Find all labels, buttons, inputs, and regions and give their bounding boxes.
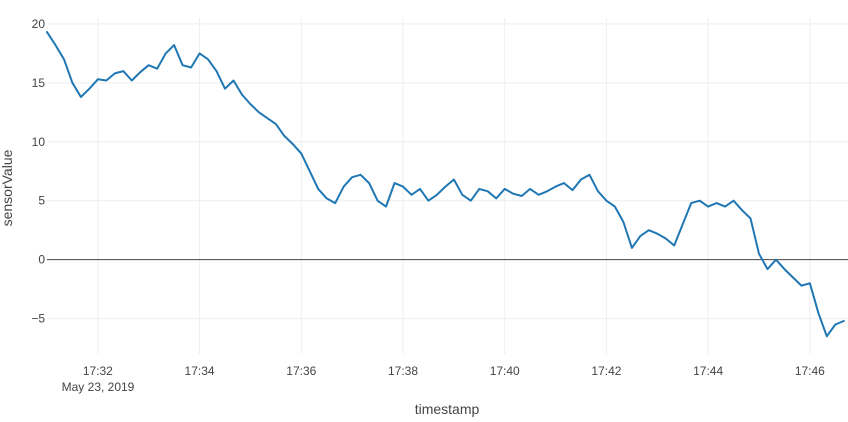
x-tick-label: 17:36 [286,364,316,378]
y-axis-title: sensorValue [0,149,15,226]
y-tick-label: 20 [32,17,46,31]
y-tick-label: 15 [32,76,46,90]
y-tick-label: −5 [31,312,45,326]
y-tick-labels: −5 0 5 10 15 20 [31,17,45,326]
x-date-label: May 23, 2019 [62,380,135,394]
x-axis-title: timestamp [415,401,480,417]
x-tick-label: 17:34 [185,364,215,378]
series-line-sensorvalue [46,31,845,338]
x-tick-label: 17:32 [83,364,113,378]
x-gridlines [97,18,811,354]
y-tick-label: 10 [32,135,46,149]
y-tick-label: 0 [38,253,45,267]
x-tick-label: 17:44 [693,364,723,378]
x-tick-label: 17:46 [795,364,825,378]
x-tick-labels: 17:32 17:34 17:36 17:38 17:40 17:42 17:44 17:46 [83,364,825,378]
y-tick-label: 5 [38,194,45,208]
x-tick-label: 17:38 [388,364,418,378]
x-tick-label: 17:42 [591,364,621,378]
x-tick-label: 17:40 [490,364,520,378]
y-gridlines [47,23,848,320]
